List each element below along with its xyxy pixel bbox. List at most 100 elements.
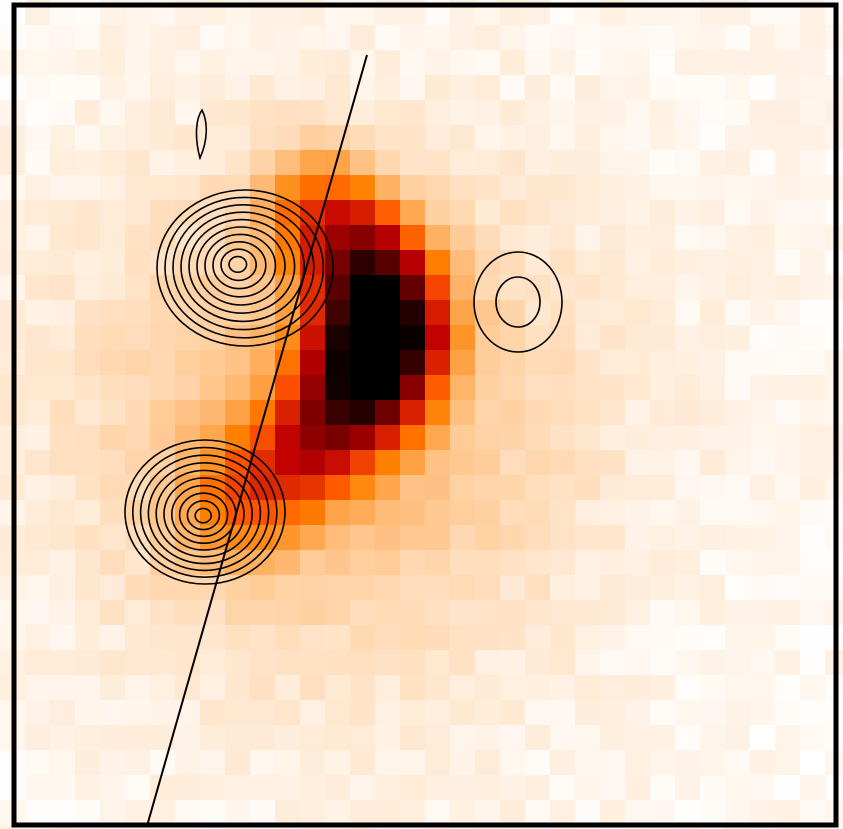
pixel [550,675,576,701]
pixel [550,475,576,501]
pixel [675,325,701,351]
pixel [575,575,601,601]
pixel [575,75,601,101]
pixel [475,500,501,526]
pixel [150,700,176,726]
pixel [350,700,376,726]
pixel [200,350,226,376]
pixel [50,750,76,776]
pixel [50,225,76,251]
pixel [800,225,826,251]
pixel [775,100,801,126]
pixel [500,800,526,826]
pixel [775,200,801,226]
pixel [100,300,126,326]
pixel [775,475,801,501]
pixel [750,300,776,326]
pixel [725,250,751,276]
pixel [450,25,476,51]
pixel [200,600,226,626]
pixel [225,500,251,526]
pixel [25,750,51,776]
pixel [200,675,226,701]
pixel [625,400,651,426]
pixel [700,275,726,301]
pixel [425,700,451,726]
pixel [400,775,426,801]
pixel [650,175,676,201]
pixel [450,475,476,501]
pixel [625,25,651,51]
pixel [400,800,426,826]
pixel [650,200,676,226]
pixel [500,25,526,51]
pixel [125,725,151,751]
pixel [125,575,151,601]
pixel [475,150,501,176]
pixel [500,350,526,376]
pixel [675,575,701,601]
pixel [675,700,701,726]
pixel [425,525,451,551]
pixel [200,750,226,776]
pixel [800,150,826,176]
pixel [400,625,426,651]
pixel [525,175,551,201]
pixel [450,250,476,276]
pixel [25,675,51,701]
pixel [675,675,701,701]
pixel [725,750,751,776]
pixel [375,500,401,526]
pixel [425,125,451,151]
pixel [300,450,326,476]
pixel [125,175,151,201]
pixel [750,525,776,551]
pixel [500,550,526,576]
pixel [625,175,651,201]
pixel [325,275,351,301]
pixel [775,750,801,776]
pixel [425,325,451,351]
pixel [650,75,676,101]
pixel [650,725,676,751]
pixel [300,475,326,501]
pixel [450,200,476,226]
pixel [75,225,101,251]
pixel [750,625,776,651]
pixel [525,650,551,676]
pixel [625,475,651,501]
pixel [125,600,151,626]
pixel [725,350,751,376]
pixel [400,525,426,551]
pixel [550,275,576,301]
pixel [400,375,426,401]
pixel [250,350,276,376]
pixel [425,675,451,701]
pixel [725,525,751,551]
pixel [400,25,426,51]
pixel [225,675,251,701]
pixel [350,225,376,251]
pixel [75,800,101,826]
pixel [550,600,576,626]
pixel [475,375,501,401]
pixel [200,700,226,726]
pixel [450,625,476,651]
pixel [50,600,76,626]
pixel [400,750,426,776]
pixel [75,450,101,476]
pixel [625,75,651,101]
pixel [300,750,326,776]
pixel [725,325,751,351]
pixel [225,375,251,401]
pixel [800,25,826,51]
pixel [800,600,826,626]
pixel [750,400,776,426]
pixel [625,675,651,701]
pixel [750,725,776,751]
pixel [150,775,176,801]
pixel [325,375,351,401]
pixel [700,450,726,476]
pixel [650,550,676,576]
pixel [750,375,776,401]
